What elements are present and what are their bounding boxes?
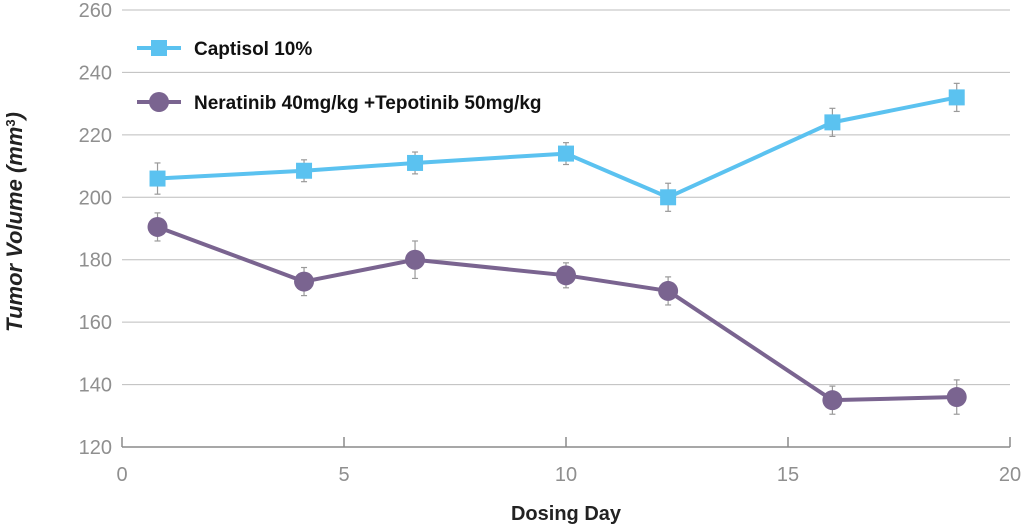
data-point-0-2 [407,154,424,171]
series-layer [147,82,967,415]
y-axis-label: Tumor Volume (mm3) [2,112,27,332]
data-point-0-4 [660,189,677,206]
x-tick-label-0: 0 [116,464,127,486]
y-axis-label-unit: (mm [2,127,27,173]
x-tick-label-5: 5 [338,464,349,486]
y-tick-label-260: 260 [79,0,112,22]
y-axis-ticks: 120 140 160 180 200 220 240 260 [79,0,112,459]
grid-lines [122,9,1010,448]
legend-item-captisol: Captisol 10% [137,39,312,60]
x-tick-label-15: 15 [777,464,799,486]
legend-label-captisol: Captisol 10% [194,39,312,60]
y-tick-label-200: 200 [79,187,112,209]
legend-label-neratinib-tepotinib: Neratinib 40mg/kg +Tepotinib 50mg/kg [194,93,542,114]
data-point-1-6 [946,387,967,408]
legend: Captisol 10% Neratinib 40mg/kg +Tepotini… [137,39,542,114]
data-point-0-5 [824,114,841,131]
y-axis-label-main: Tumor Volume [2,173,27,332]
legend-marker-neratinib-tepotinib [149,92,169,112]
data-point-1-3 [556,265,576,286]
data-point-1-2 [405,249,426,270]
y-tick-label-220: 220 [79,125,112,147]
data-point-0-3 [558,145,574,162]
data-point-1-5 [822,390,843,411]
data-point-1-1 [294,271,315,292]
data-point-1-4 [658,280,679,301]
y-tick-label-160: 160 [79,312,112,334]
y-axis-label-sup: 3 [3,119,18,126]
y-tick-label-240: 240 [79,62,112,84]
data-point-0-0 [149,170,166,187]
x-axis: 0 5 10 15 20 [116,437,1021,486]
series-1-error-bars [154,212,960,415]
series-line-1 [156,225,957,403]
y-axis-label-close: ) [2,112,27,121]
x-tick-label-20: 20 [999,464,1021,486]
data-point-1-0 [147,216,168,237]
y-tick-label-140: 140 [79,375,112,397]
legend-marker-captisol [151,40,167,56]
series-1 [147,212,967,415]
y-tick-label-180: 180 [79,250,112,272]
y-tick-label-120: 120 [79,437,112,459]
x-axis-label: Dosing Day [511,503,622,524]
legend-item-neratinib-tepotinib: Neratinib 40mg/kg +Tepotinib 50mg/kg [137,92,542,114]
x-tick-label-10: 10 [555,464,577,486]
data-point-0-6 [948,89,965,106]
data-point-0-1 [296,162,313,179]
series-0 [149,82,965,212]
